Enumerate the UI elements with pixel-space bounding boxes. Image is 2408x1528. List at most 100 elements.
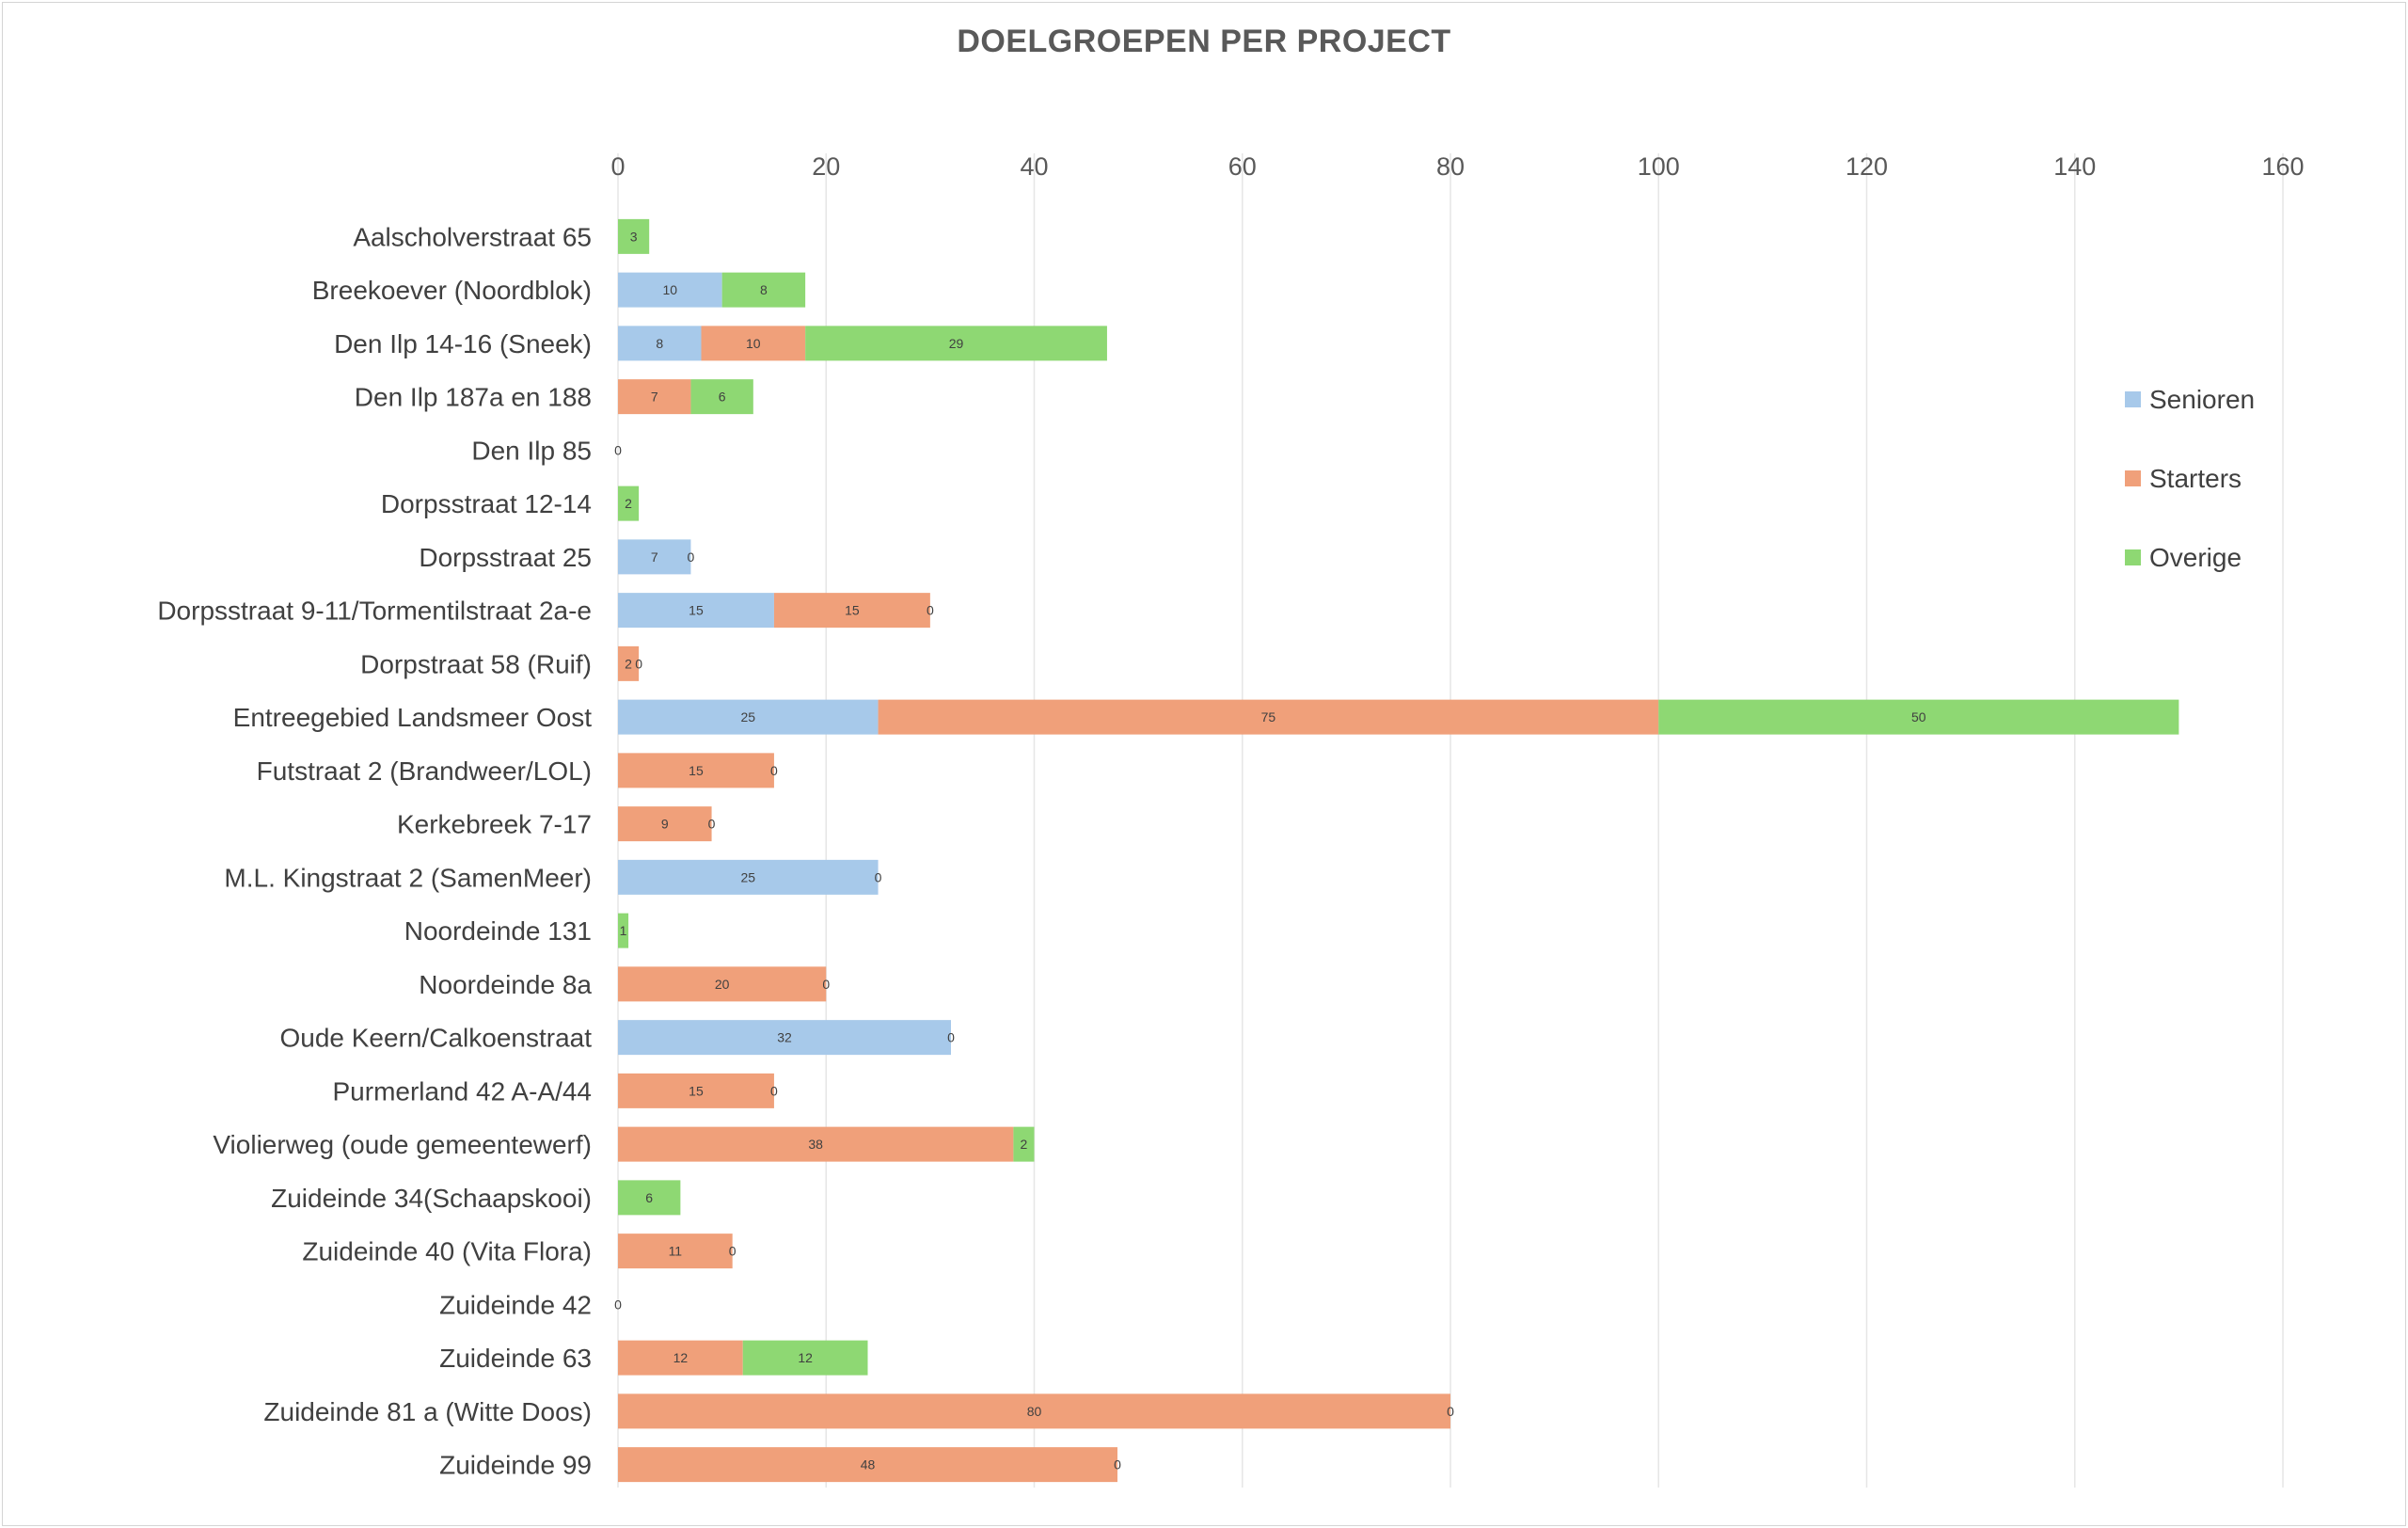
x-tick-label: 140 (2053, 152, 2096, 181)
data-label: 3 (630, 229, 638, 244)
data-label: 8 (656, 336, 663, 351)
data-label: 15 (689, 1083, 704, 1098)
bar-senioren (618, 699, 879, 735)
data-label: 25 (740, 709, 755, 724)
data-label: 10 (663, 282, 678, 297)
bar-senioren (618, 272, 722, 308)
data-label: 0 (947, 1030, 955, 1045)
category-label: Zuideinde 81 a (Witte Doos) (263, 1397, 592, 1426)
data-label: 1 (620, 923, 627, 938)
bar-starters (618, 1073, 774, 1108)
x-tick-label: 40 (1020, 152, 1048, 181)
bar-overige (618, 1180, 681, 1216)
data-label: 0 (614, 442, 622, 457)
data-label: 20 (715, 977, 730, 992)
x-tick-label: 0 (610, 152, 625, 181)
bar-starters (618, 1393, 1450, 1429)
category-label: Dorpsstraat 12-14 (381, 489, 592, 518)
data-label: 10 (746, 336, 761, 351)
bar-senioren (618, 539, 691, 575)
data-label: 0 (770, 763, 778, 778)
bar-overige (1013, 1126, 1035, 1162)
bar-starters (618, 379, 691, 415)
bar-overige (618, 218, 650, 254)
data-label: 80 (1027, 1404, 1042, 1419)
category-label: Zuideinde 63 (439, 1344, 592, 1373)
bar-senioren (618, 1020, 951, 1056)
bar-overige (805, 326, 1107, 361)
legend-swatch-starters (2125, 470, 2141, 486)
data-label: 75 (1261, 709, 1276, 724)
bar-overige (618, 913, 629, 948)
data-label: 0 (822, 977, 830, 992)
data-label: 2 (625, 496, 632, 511)
bar-starters (618, 966, 827, 1002)
bar-overige (1658, 699, 2179, 735)
data-label: 0 (729, 1244, 737, 1259)
chart-title: DOELGROEPEN PER PROJECT (957, 24, 1450, 59)
data-label: 25 (740, 869, 755, 884)
category-label: Den Ilp 14-16 (Sneek) (334, 329, 592, 358)
data-label: 15 (689, 763, 704, 778)
x-tick-label: 160 (2261, 152, 2304, 181)
data-label: 0 (875, 869, 882, 884)
category-label: Dorpsstraat 25 (419, 543, 592, 572)
data-label: 15 (689, 603, 704, 618)
data-label: 0 (927, 603, 934, 618)
x-tick-label: 80 (1436, 152, 1465, 181)
data-label: 2 (1021, 1137, 1028, 1152)
data-label: 8 (760, 282, 768, 297)
data-label: 0 (770, 1083, 778, 1098)
x-tick-label: 60 (1228, 152, 1257, 181)
data-label: 48 (861, 1457, 876, 1472)
category-label: Noordeinde 8a (419, 970, 592, 999)
bar-starters (878, 699, 1659, 735)
data-label: 11 (669, 1244, 683, 1259)
x-tick-label: 20 (812, 152, 840, 181)
category-label: Purmerland 42 A-A/44 (333, 1076, 593, 1106)
category-label: Den Ilp 85 (471, 436, 592, 465)
legend-label-senioren: Senioren (2149, 385, 2255, 414)
data-label: 0 (1114, 1457, 1121, 1472)
data-label: 7 (651, 549, 658, 565)
data-label: 6 (645, 1190, 653, 1205)
category-label: Futstraat 2 (Brandweer/LOL) (257, 756, 592, 786)
data-label: 15 (845, 603, 860, 618)
bar-starters (618, 753, 774, 788)
category-label: Dorpstraat 58 (Ruif) (360, 649, 592, 678)
bar-senioren (618, 859, 879, 895)
legend-swatch-overige (2125, 549, 2141, 565)
category-label: Violierweg (oude gemeentewerf) (213, 1130, 592, 1159)
bar-overige (690, 379, 753, 415)
legend-label-overige: Overige (2149, 543, 2242, 572)
category-label: Breekoever (Noordblok) (312, 276, 592, 305)
data-label: 12 (673, 1350, 689, 1365)
data-label: 38 (808, 1137, 823, 1152)
category-label: Noordeinde 131 (404, 916, 592, 946)
legend-swatch-senioren (2125, 391, 2141, 407)
category-label: Zuideinde 34(Schaapskooi) (271, 1184, 592, 1213)
data-label: 6 (719, 390, 726, 405)
data-label: 32 (777, 1030, 792, 1045)
bar-overige (721, 272, 806, 308)
bar-starters (618, 1447, 1117, 1483)
category-label: Entreegebied Landsmeer Oost (233, 703, 593, 732)
bar-overige (742, 1340, 868, 1376)
bar-starters (701, 326, 806, 361)
data-label: 50 (1911, 709, 1926, 724)
bar-starters (618, 806, 712, 842)
bar-senioren (618, 326, 702, 361)
bar-overige (618, 485, 640, 521)
data-label: 0 (635, 656, 642, 671)
bar-starters (773, 593, 930, 629)
data-label: 0 (1447, 1404, 1454, 1419)
category-label: Aalscholverstraat 65 (353, 222, 592, 251)
x-tick-label: 100 (1638, 152, 1680, 181)
bar-starters (618, 1234, 733, 1269)
data-label: 12 (798, 1350, 813, 1365)
data-label: 0 (688, 549, 695, 565)
data-label: 0 (614, 1297, 622, 1312)
category-label: Dorpsstraat 9-11/Tormentilstraat 2a-e (157, 597, 592, 626)
